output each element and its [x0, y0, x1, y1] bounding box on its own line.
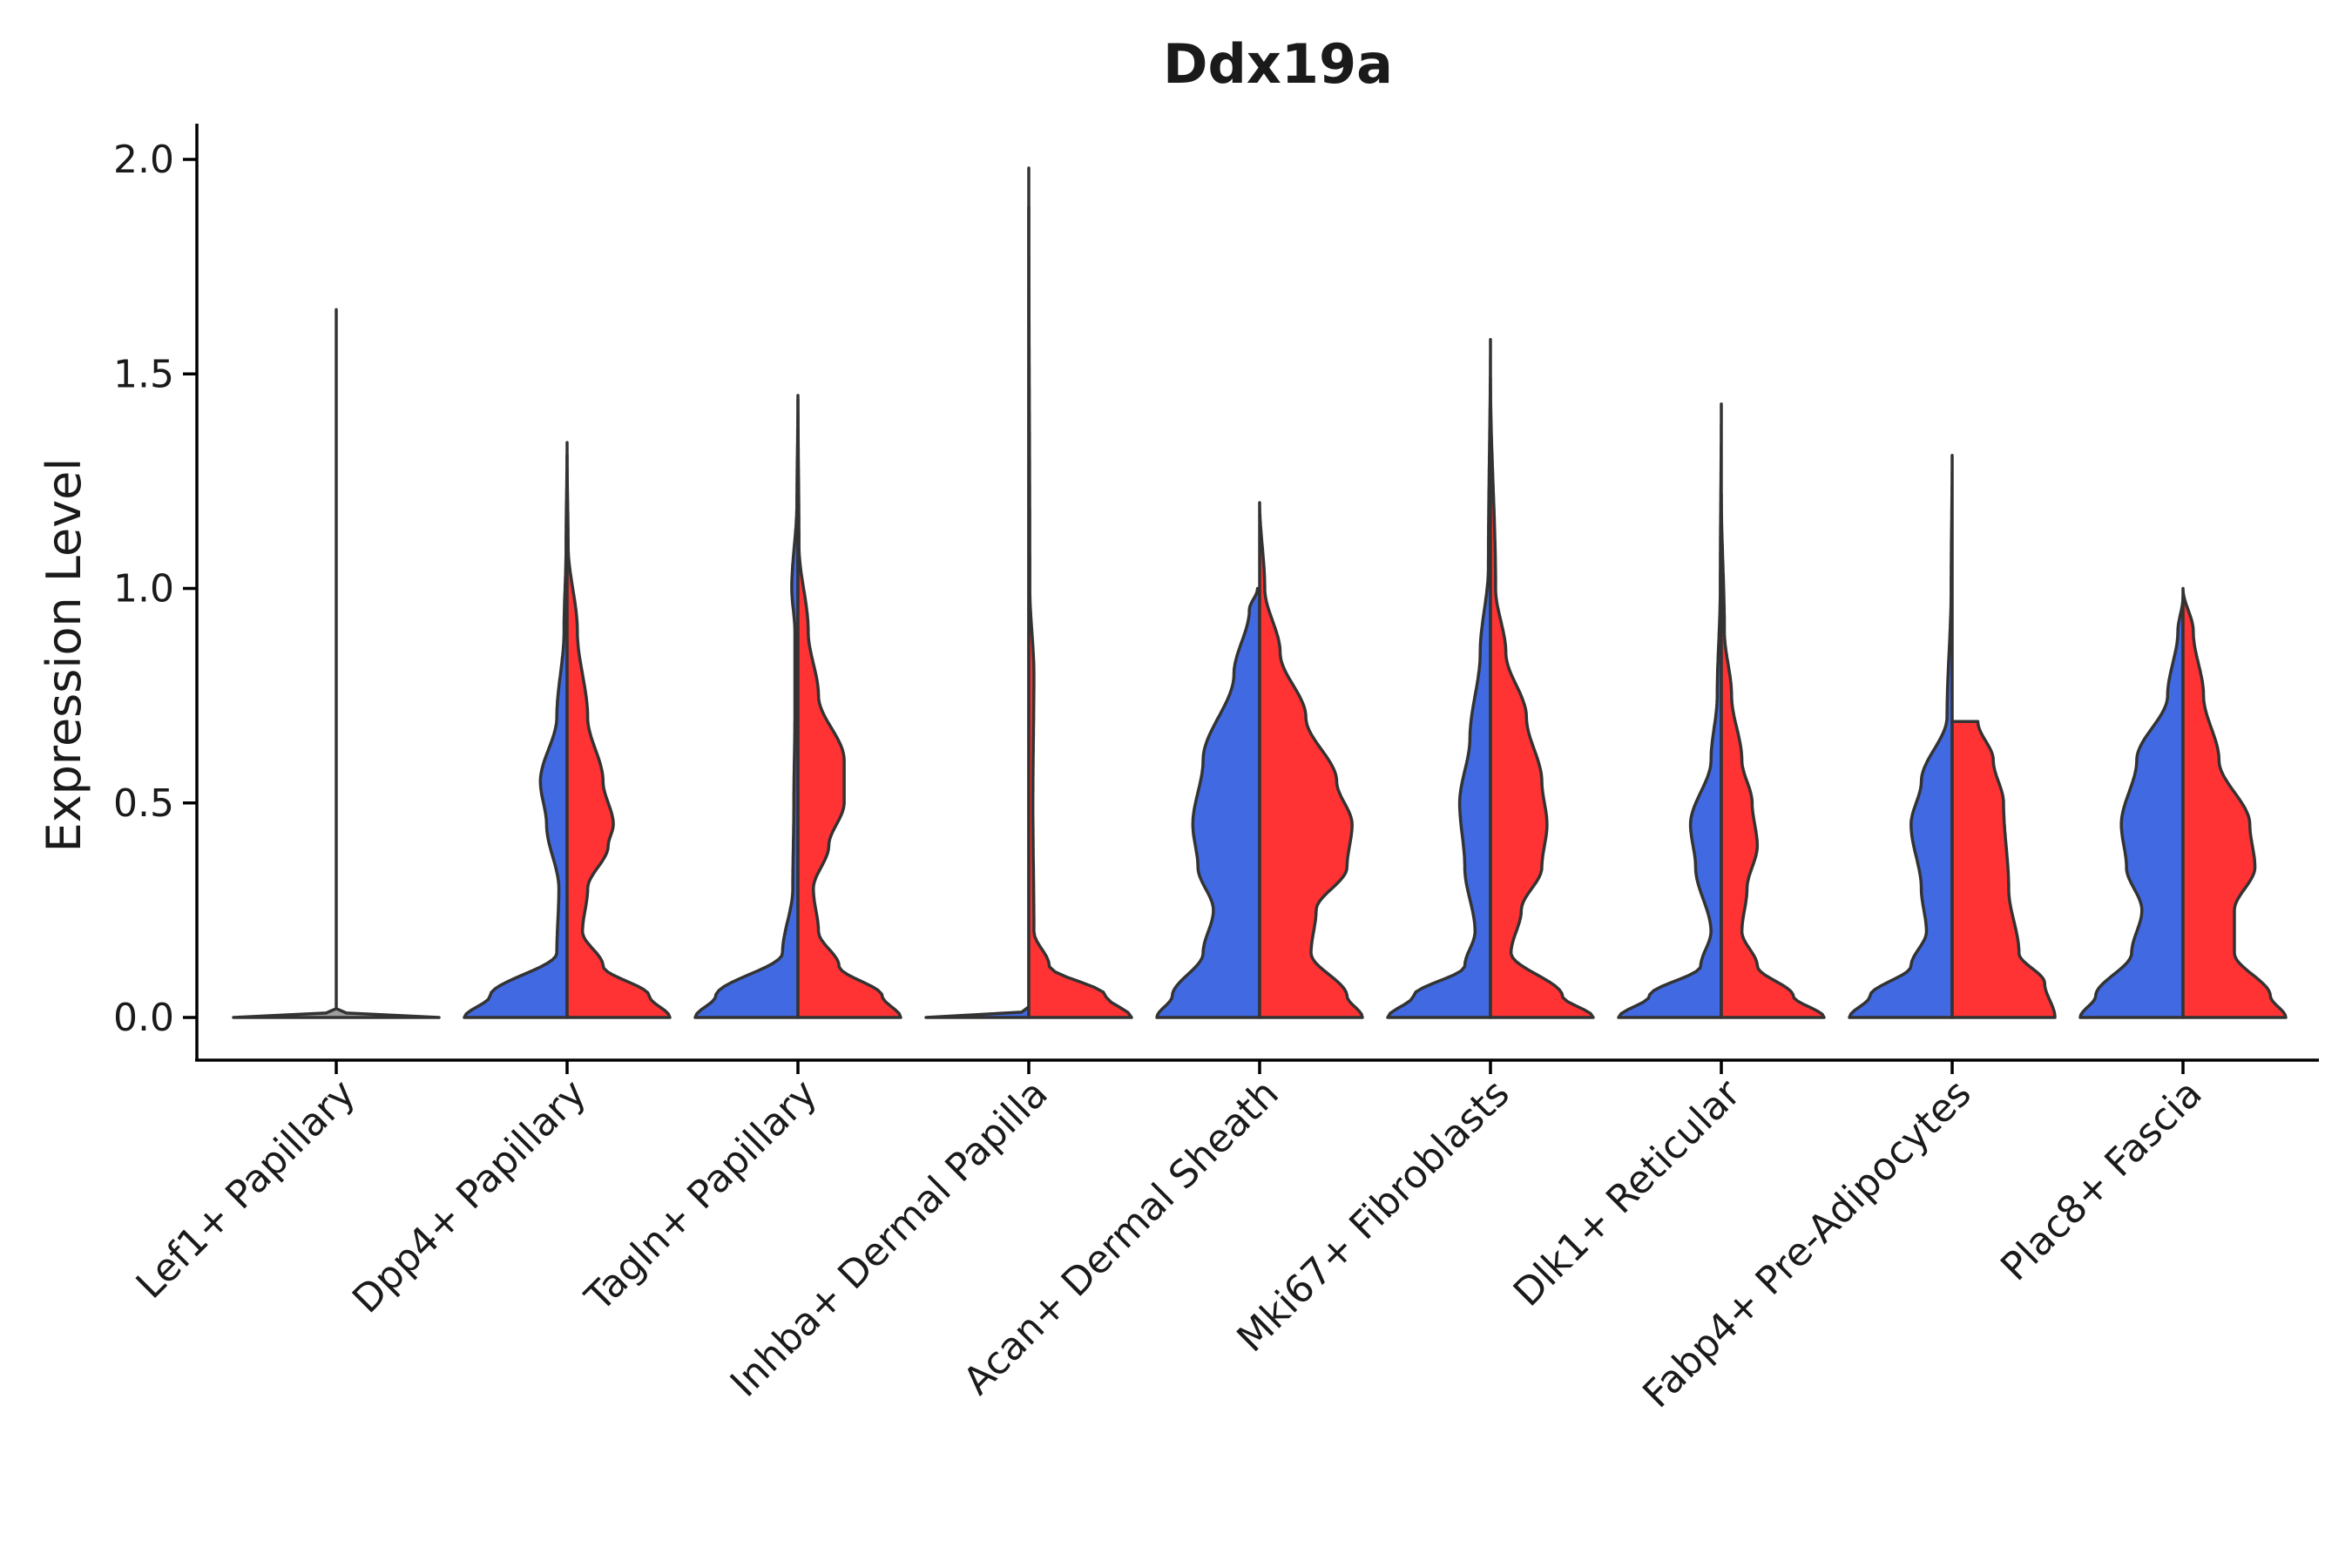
violin-left-inhba-dermal-papilla [924, 166, 1031, 1019]
violin-right-inhba-dermal-papilla [1027, 205, 1133, 1019]
violin-left-tagln-papillary [693, 398, 800, 1019]
violin-right-dpp4-papillary [565, 454, 672, 1019]
x-tick-label-plac8-fascia: Plac8+ Fascia [1992, 1071, 2211, 1290]
violin-left-dlk1-reticular [1617, 402, 1723, 1019]
violin-left-plac8-fascia [2078, 595, 2185, 1019]
x-tick-label-dlk1-reticular: Dlk1+ Reticular [1505, 1071, 1750, 1315]
x-tick-label-dpp4-papillary: Dpp4+ Papillary [344, 1071, 595, 1322]
violin-right-mki67-fibroblasts [1489, 376, 1595, 1019]
y-tick-label: 1.5 [113, 352, 174, 396]
chart-title: Ddx19a [1163, 32, 1393, 96]
y-tick-label: 2.0 [113, 138, 174, 182]
y-axis-ticks: 0.0 0.5 1.0 1.5 2.0 [113, 138, 197, 1040]
violin-right-acan-dermal-sheath [1258, 501, 1364, 1019]
violin-right-plac8-fascia [2181, 586, 2288, 1019]
violin-layer [232, 166, 2288, 1019]
y-tick-label: 1.0 [113, 567, 174, 612]
violin-right-tagln-papillary [796, 394, 902, 1019]
violin-lef1-papillary [232, 308, 441, 1019]
y-tick-label: 0.0 [113, 996, 174, 1040]
violin-right-fabp4-pre-adipocytes [1950, 720, 2057, 1019]
violin-left-fabp4-pre-adipocytes [1848, 454, 1954, 1019]
y-tick-label: 0.5 [113, 781, 174, 826]
y-axis-title: Expression Level [37, 458, 91, 853]
violin-right-dlk1-reticular [1720, 492, 1826, 1019]
violin-left-acan-dermal-sheath [1155, 586, 1261, 1019]
violin-left-dpp4-papillary [463, 441, 569, 1019]
x-tick-label-lef1-papillary: Lef1+ Papillary [128, 1071, 364, 1308]
violin-left-mki67-fibroblasts [1386, 338, 1492, 1019]
x-tick-label-tagln-papillary: Tagln+ Papillary [577, 1071, 826, 1321]
